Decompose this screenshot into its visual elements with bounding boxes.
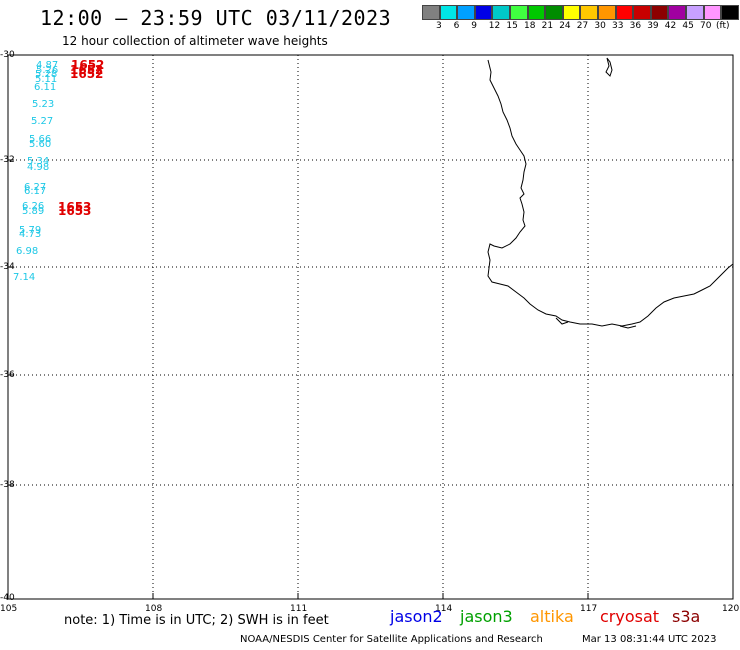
- legend-label: 39: [647, 21, 659, 31]
- map-frame: [7, 54, 734, 600]
- swh-value: 5.60: [29, 139, 52, 150]
- legend-label: 33: [612, 21, 624, 31]
- pass-label: 1652: [71, 58, 105, 72]
- swh-value: 5.28: [35, 69, 58, 80]
- swh-value: 4.73: [19, 229, 42, 240]
- legend-swatch: [492, 5, 510, 20]
- legend-label: 18: [524, 21, 536, 31]
- legend-swatch: [562, 5, 581, 20]
- swh-value: 6.17: [24, 186, 47, 197]
- legend-swatch: [527, 5, 546, 20]
- legend-label: 30: [594, 21, 606, 31]
- lat-label-36: -36: [0, 370, 15, 380]
- lon-label-108: 108: [145, 604, 163, 614]
- lon-label-105: 105: [0, 604, 18, 614]
- legend-swatch: [509, 5, 528, 20]
- legend-label: 3: [436, 21, 442, 31]
- legend-unit: (ft): [716, 21, 730, 31]
- legend-swatch: [422, 5, 440, 20]
- legend-label: 9: [471, 21, 477, 31]
- swh-value: 5.26: [36, 65, 59, 76]
- legend-label: 27: [576, 21, 589, 31]
- legend-label: 24: [559, 21, 571, 31]
- legend-swatch: [668, 5, 686, 20]
- graticule: [8, 55, 733, 599]
- map-title: 12:00 – 23:59 UTC 03/11/2023: [40, 6, 392, 30]
- swh-value: 6.11: [34, 82, 57, 93]
- legend-swatch: [633, 5, 651, 20]
- legend-swatch: [615, 5, 634, 20]
- generated-timestamp: Mar 13 08:31:44 UTC 2023: [582, 634, 717, 645]
- lat-label-30: -30: [0, 50, 15, 60]
- swh-value: 5.11: [35, 74, 58, 85]
- legend-swatch: [545, 5, 563, 20]
- lon-ticks: [152, 593, 589, 599]
- legend-label: 42: [664, 21, 677, 31]
- swh-value: 6.27: [24, 182, 47, 193]
- legend-swatch: [650, 5, 669, 20]
- lat-label-40: -40: [0, 593, 15, 603]
- satellite-legend-jason3: jason3: [460, 607, 513, 626]
- legend-label: 6: [453, 21, 460, 31]
- satellite-legend-jason2: jason2: [390, 607, 443, 626]
- swh-value: 5.79: [19, 225, 42, 236]
- pass-label: 1653: [58, 200, 92, 214]
- satellite-legend-cryosat: cryosat: [600, 607, 660, 626]
- swh-value: 5.89: [22, 206, 45, 217]
- swh-value: 5.34: [27, 156, 50, 167]
- lat-label-38: -38: [0, 480, 15, 490]
- lon-label-117: 117: [580, 604, 598, 614]
- legend-label: 12: [488, 21, 501, 31]
- swh-value: 5.66: [29, 134, 52, 145]
- swh-value: 4.98: [27, 162, 50, 173]
- legend-swatch: [703, 5, 722, 20]
- coastline: [487, 59, 734, 327]
- legend-swatch: [474, 5, 493, 20]
- pass-label: 1652: [70, 67, 104, 81]
- lon-label-120: 120: [722, 604, 740, 614]
- legend-swatch: [597, 5, 616, 20]
- satellite-legend-s3a: s3a: [672, 607, 701, 626]
- legend-swatch: [721, 5, 739, 20]
- coastline-islet: [605, 57, 613, 77]
- credit-text: NOAA/NESDIS Center for Satellite Applica…: [240, 634, 543, 645]
- map-subtitle: 12 hour collection of altimeter wave hei…: [62, 34, 328, 48]
- legend-label: 70: [700, 21, 712, 31]
- pass-label: 1652: [70, 63, 104, 77]
- lon-label-111: 111: [290, 604, 308, 614]
- coastline-detail: [555, 317, 637, 329]
- swh-value: 6.98: [16, 246, 39, 257]
- legend-label: 45: [682, 21, 694, 31]
- pass-label: 1653: [58, 204, 92, 218]
- swh-value: 5.27: [31, 116, 54, 127]
- lat-label-34: -34: [0, 262, 15, 272]
- lat-ticks: [8, 159, 14, 486]
- swh-value: 7.14: [13, 272, 36, 283]
- swh-value: 6.26: [22, 201, 45, 212]
- legend-label: 15: [506, 21, 518, 31]
- legend-swatch: [457, 5, 475, 20]
- legend-label: 36: [629, 21, 642, 31]
- wave-height-color-legend: [422, 5, 739, 20]
- lon-label-114: 114: [435, 604, 453, 614]
- swh-value: 5.23: [32, 99, 55, 110]
- legend-swatch: [685, 5, 704, 20]
- swh-value: 4.87: [36, 60, 59, 71]
- footer-note: note: 1) Time is in UTC; 2) SWH is in fe…: [64, 613, 329, 628]
- legend-swatch: [439, 5, 458, 20]
- legend-swatch: [580, 5, 598, 20]
- legend-label: 21: [541, 21, 554, 31]
- satellite-legend-altika: altika: [530, 607, 574, 626]
- lat-label-32: -32: [0, 155, 15, 165]
